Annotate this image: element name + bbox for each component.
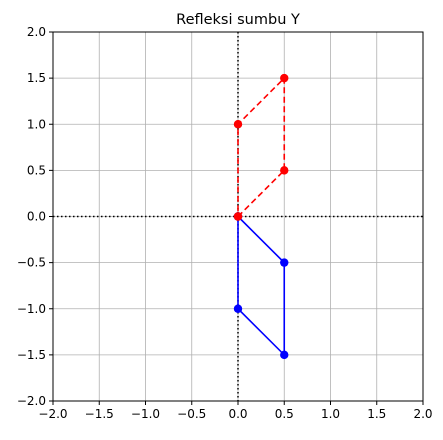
y-tick-label-2: −1.0 xyxy=(17,302,46,316)
x-tick-label-8: 2.0 xyxy=(413,407,432,421)
series-1-point-2 xyxy=(280,73,289,83)
x-tick-label-7: 1.5 xyxy=(367,407,386,421)
y-tick-label-4: 0.0 xyxy=(27,210,46,224)
y-tick-label-1: −1.5 xyxy=(17,348,46,362)
series-1-line xyxy=(237,76,286,218)
x-tick-label-2: −1.0 xyxy=(131,407,160,421)
y-tick-label-8: 2.0 xyxy=(27,25,46,39)
x-tick-label-4: 0.0 xyxy=(228,407,247,421)
series-1-point-3 xyxy=(233,120,243,129)
series-0-point-2 xyxy=(280,350,289,360)
y-tick-label-7: 1.5 xyxy=(27,71,46,85)
x-tick-label-1: −1.5 xyxy=(85,407,114,421)
series-0-point-1 xyxy=(280,258,289,267)
series-1-point-1 xyxy=(280,166,289,175)
x-tick-label-6: 1.0 xyxy=(321,407,340,421)
x-tick-label-3: −0.5 xyxy=(177,407,206,421)
y-tick-label-3: −0.5 xyxy=(17,256,46,270)
y-tick-label-0: −2.0 xyxy=(17,394,46,408)
series-1-point-4 xyxy=(233,212,243,221)
x-tick-label-5: 0.5 xyxy=(275,407,294,421)
series-0-point-3 xyxy=(233,304,243,313)
y-tick-label-6: 1.0 xyxy=(27,117,46,131)
chart-title: Refleksi sumbu Y xyxy=(176,12,300,28)
series-0-line xyxy=(237,215,286,357)
y-tick-label-5: 0.5 xyxy=(27,163,46,177)
x-tick-label-0: −2.0 xyxy=(38,407,67,421)
